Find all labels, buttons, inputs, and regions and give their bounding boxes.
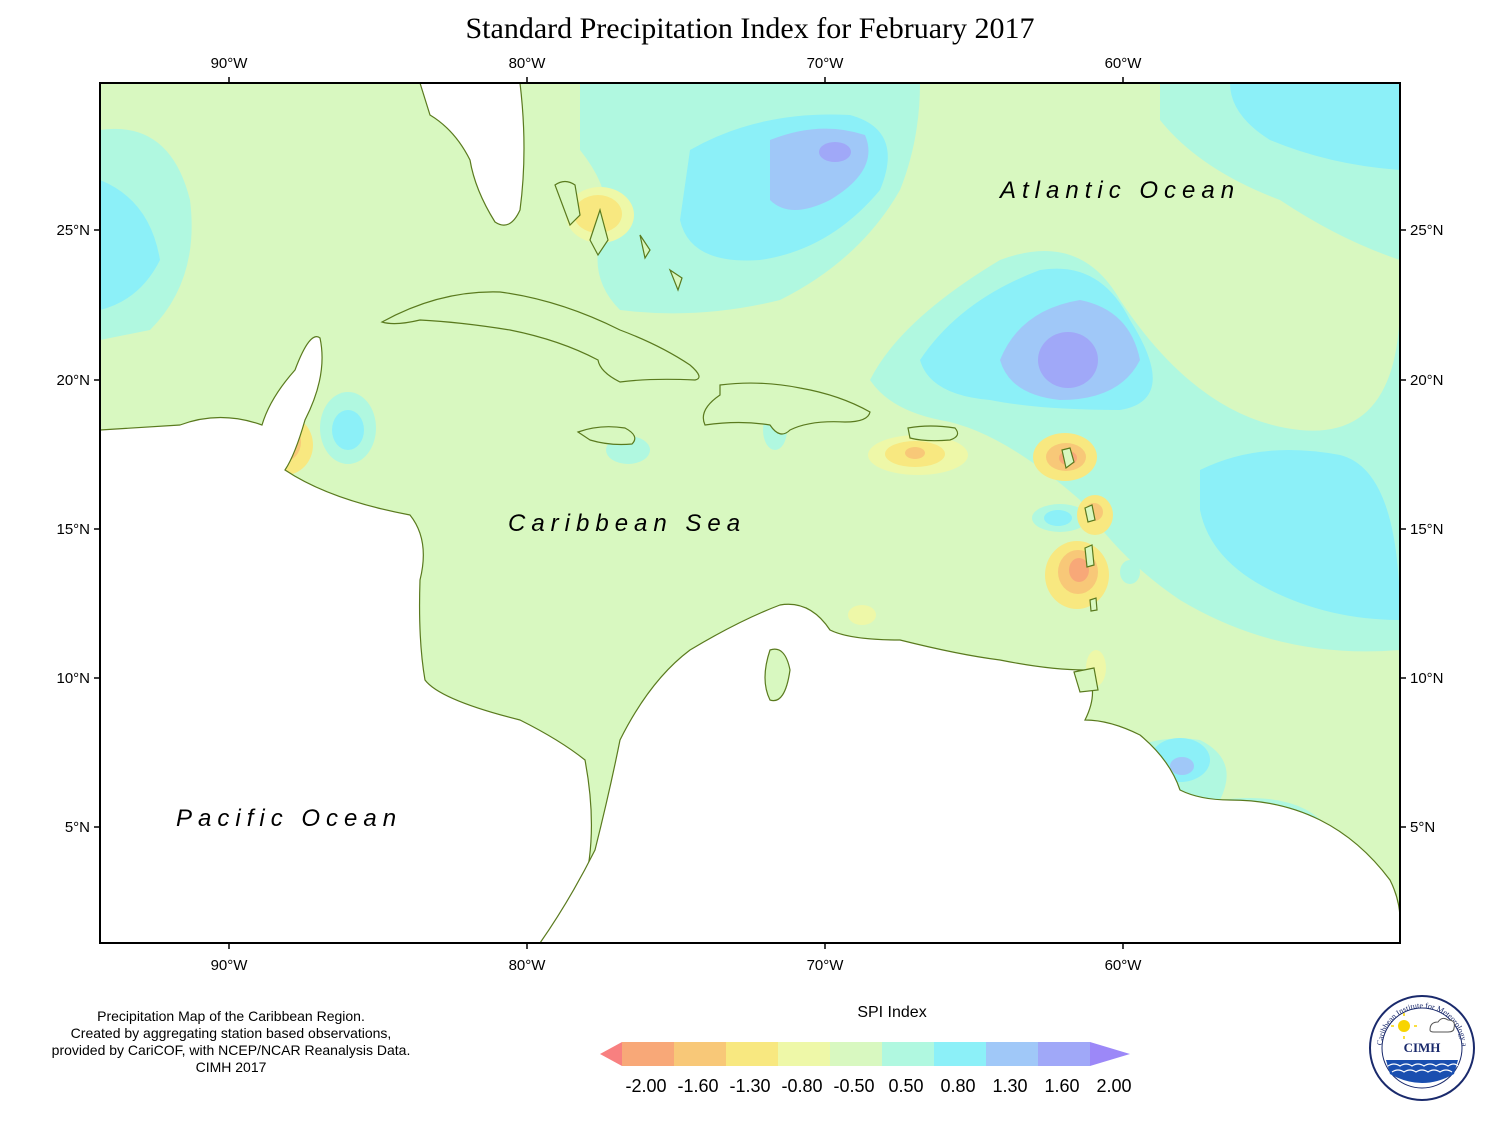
caribbean-sea-label: Caribbean Sea [508, 510, 746, 537]
legend-value-label: 0.50 [888, 1076, 924, 1096]
legend-value-label: 1.60 [1044, 1076, 1080, 1096]
legend-value-label: 1.30 [992, 1076, 1028, 1096]
legend-arrow-high [1090, 1042, 1130, 1066]
cimh-logo: Caribbean Institute for Meteorology and … [1366, 992, 1475, 1101]
jamaica-island [576, 426, 636, 446]
sun-icon [1398, 1020, 1410, 1032]
lat-label-right-25n: 25°N [1410, 222, 1444, 239]
lat-label-left-10n: 10°N [56, 670, 90, 687]
lon-label-bottom-80w: 80°W [509, 957, 547, 974]
legend-value-label: -2.00 [625, 1076, 667, 1096]
land-masses [100, 83, 1400, 943]
bahamas-islands [554, 180, 683, 292]
lat-label-left-5n: 5°N [65, 819, 90, 836]
lon-label-top-80w: 80°W [509, 55, 547, 72]
logo-caption: CIMH [1404, 1040, 1441, 1055]
sun-rays-icon [1391, 1013, 1417, 1039]
puerto-rico-island [907, 425, 959, 442]
florida-land [419, 83, 525, 226]
lon-label-top-90w: 90°W [211, 55, 249, 72]
legend-swatch [1038, 1042, 1090, 1066]
legend-arrow-low [600, 1042, 622, 1066]
credits-line: Precipitation Map of the Caribbean Regio… [97, 1008, 365, 1024]
legend-swatch [934, 1042, 986, 1066]
south-america-land [539, 603, 1400, 943]
cuba-island [380, 291, 700, 383]
lat-label-right-10n: 10°N [1410, 670, 1444, 687]
lat-label-right-5n: 5°N [1410, 819, 1435, 836]
credits-line: CIMH 2017 [195, 1059, 267, 1075]
pacific-ocean-label: Pacific Ocean [176, 805, 402, 832]
legend-swatch [674, 1042, 726, 1066]
map-frame [99, 82, 1401, 944]
lat-label-left-20n: 20°N [56, 372, 90, 389]
credits-line: Created by aggregating station based obs… [70, 1025, 392, 1041]
lat-label-left-25n: 25°N [56, 222, 90, 239]
hispaniola-island [702, 382, 871, 435]
dry-anomaly-zones [257, 187, 1113, 686]
legend-value-label: 2.00 [1096, 1076, 1132, 1096]
legend-value-label: -1.60 [677, 1076, 719, 1096]
waves-icon [1386, 1060, 1458, 1083]
legend-value-label: -1.30 [729, 1076, 771, 1096]
legend-swatch [882, 1042, 934, 1066]
lon-label-top-70w: 70°W [807, 55, 845, 72]
legend-swatch [830, 1042, 882, 1066]
credits-line: provided by CariCOF, with NCEP/NCAR Rean… [51, 1042, 411, 1058]
legend-swatch [622, 1042, 674, 1066]
legend-value-label: -0.50 [833, 1076, 875, 1096]
lon-label-bottom-90w: 90°W [211, 957, 249, 974]
legend-value-label: 0.80 [940, 1076, 976, 1096]
legend-swatch [986, 1042, 1038, 1066]
legend-swatch [726, 1042, 778, 1066]
cloud-icon [1429, 1017, 1455, 1033]
trinidad-lake [764, 648, 791, 702]
map-title: Standard Precipitation Index for Februar… [465, 12, 1035, 45]
atlantic-ocean-label: Atlantic Ocean [998, 177, 1240, 204]
lon-label-top-60w: 60°W [1105, 55, 1143, 72]
legend-swatch [778, 1042, 830, 1066]
credits-block: Precipitation Map of the Caribbean Regio… [16, 1008, 446, 1076]
lesser-antilles-islands [1061, 447, 1099, 693]
lat-label-right-20n: 20°N [1410, 372, 1444, 389]
central-america-land [100, 336, 593, 943]
caribbean-islands [380, 180, 1099, 702]
legend-title: SPI Index [857, 1004, 927, 1021]
graticule-ticks [94, 77, 1406, 949]
legend-labels: -2.00 -1.60 -1.30 -0.80 -0.50 0.50 0.80 1.30 1.6… [600, 1076, 1200, 1100]
lon-label-bottom-60w: 60°W [1105, 957, 1143, 974]
legend-colorbar [600, 1042, 1130, 1066]
lat-label-left-15n: 15°N [56, 521, 90, 538]
legend-value-label: -0.80 [781, 1076, 823, 1096]
lon-label-bottom-70w: 70°W [807, 957, 845, 974]
lat-label-right-15n: 15°N [1410, 521, 1444, 538]
